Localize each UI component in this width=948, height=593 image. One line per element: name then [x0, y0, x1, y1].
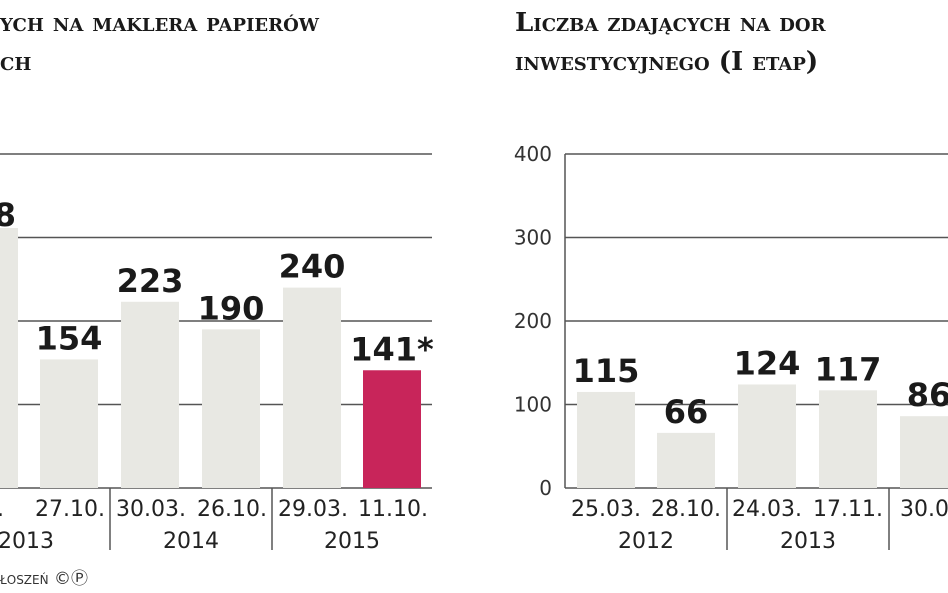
x-tick-label: 27.10.	[35, 497, 105, 522]
bar	[121, 301, 179, 488]
data-label: 117	[815, 350, 882, 388]
year-label: 2013	[0, 529, 54, 554]
left-bars	[0, 228, 421, 488]
year-label: 2015	[324, 529, 380, 554]
left-title-line-1: ych na maklera papierów	[0, 8, 320, 38]
year-label: 2014	[163, 529, 219, 554]
y-tick-label: 0	[539, 476, 552, 500]
data-label: 240	[279, 248, 346, 286]
x-tick-label: 30.03.	[116, 497, 186, 522]
bar	[738, 384, 796, 488]
bar	[202, 329, 260, 488]
y-tick-label: 100	[514, 393, 552, 417]
x-tick-label: 11.10.	[358, 497, 428, 522]
y-tick-label: 400	[514, 142, 552, 166]
left-value-labels: 8 154 223 190 240 141*	[0, 196, 434, 368]
bar	[900, 416, 948, 488]
data-label: 115	[573, 352, 640, 390]
data-label: 190	[198, 289, 265, 327]
bar	[577, 391, 635, 488]
data-label: 124	[734, 344, 801, 382]
y-tick-label: 200	[514, 309, 552, 333]
right-y-ticks: 0 100 200 300 400	[514, 142, 552, 500]
x-tick-label: 26.10.	[197, 497, 267, 522]
data-label: 223	[117, 262, 184, 300]
left-title-line-2: ch	[0, 47, 31, 77]
data-label: 154	[36, 319, 103, 357]
right-bars	[577, 384, 948, 488]
right-title-line-2: inwestycyjnego (I etap)	[515, 47, 818, 77]
x-tick-label: 25.03.	[571, 497, 641, 522]
x-tick-label: 28.10.	[651, 497, 721, 522]
data-label: 66	[664, 393, 709, 431]
x-tick-label: 30.03	[900, 497, 948, 522]
x-tick-label: 4.	[0, 497, 4, 522]
bar	[819, 390, 877, 488]
y-tick-label: 300	[514, 226, 552, 250]
data-label: 8	[0, 196, 16, 234]
data-label: 86	[907, 376, 948, 414]
source-note: łoszeń ©Ⓟ	[0, 569, 88, 589]
bar	[657, 432, 715, 488]
x-tick-label: 17.11.	[813, 497, 883, 522]
x-tick-label: 24.03.	[732, 497, 802, 522]
left-x-axis: 4. 27.10. 30.03. 26.10. 29.03. 11.10. 2013 2014…	[0, 488, 428, 554]
year-label: 2012	[618, 529, 674, 554]
bar	[40, 359, 98, 488]
right-x-axis: 25.03. 28.10. 24.03. 17.11. 30.03 2012 2013	[571, 488, 948, 554]
right-title-line-1: Liczba zdających na dor	[515, 8, 827, 38]
bar	[0, 228, 18, 488]
bar	[363, 370, 421, 488]
chart-right: Liczba zdających na dor inwestycyjnego (…	[514, 8, 948, 554]
bar	[283, 287, 341, 488]
right-value-labels: 115 66 124 117 86	[573, 344, 948, 430]
year-label: 2013	[780, 529, 836, 554]
data-label: 141*	[350, 330, 434, 368]
x-tick-label: 29.03.	[278, 497, 348, 522]
chart-left: ych na maklera papierów ch 8 154 223 190 240…	[0, 8, 434, 554]
